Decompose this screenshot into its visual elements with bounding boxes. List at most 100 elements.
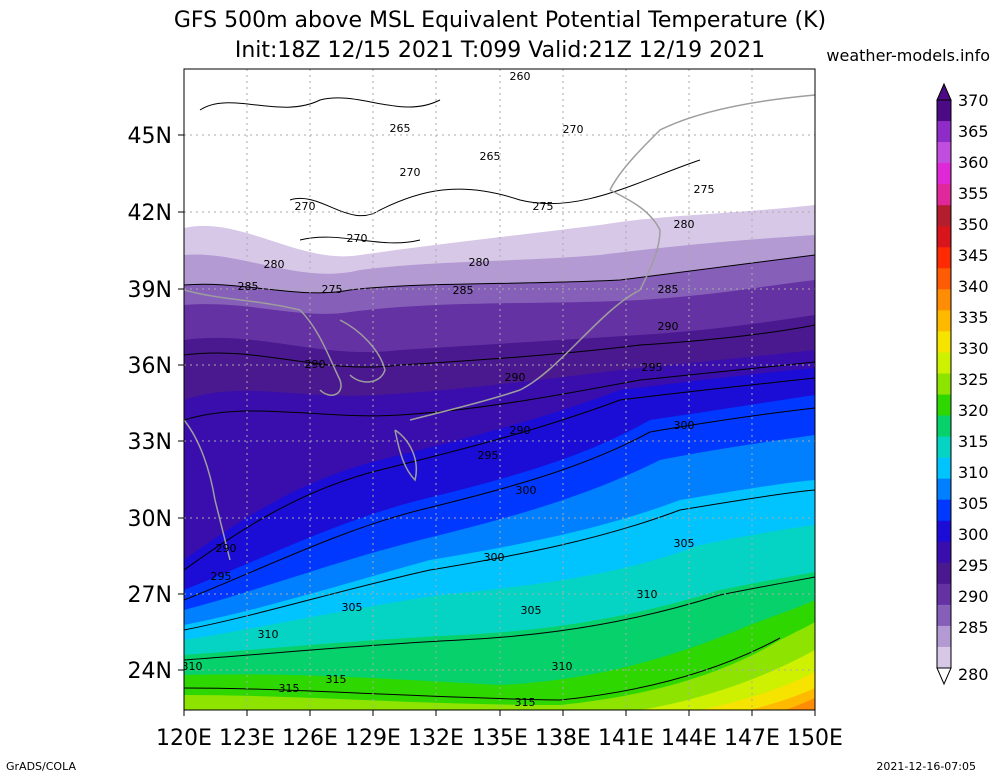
colorbar-swatch <box>937 436 951 459</box>
lon-label: 138E <box>535 726 591 751</box>
contour-label: 280 <box>674 218 695 231</box>
lon-label: 126E <box>282 726 338 751</box>
colorbar-label: 340 <box>958 277 989 296</box>
colorbar-swatch <box>937 226 951 248</box>
colorbar-swatch <box>937 478 951 501</box>
contour-label: 290 <box>305 358 326 371</box>
colorbar-swatch <box>937 121 951 143</box>
colorbar-label: 280 <box>958 665 989 684</box>
contour-label: 285 <box>453 284 474 297</box>
colorbar: 370 365 360 355 350 345 340 335 330 325 … <box>936 82 989 686</box>
contour-label: 275 <box>694 183 715 196</box>
lat-label: 39N <box>128 278 172 303</box>
contour-label: 270 <box>400 166 421 179</box>
colorbar-swatch <box>937 562 951 585</box>
axis-ticks <box>178 134 816 716</box>
contour-label: 280 <box>469 256 490 269</box>
lon-label: 150E <box>787 726 843 751</box>
contour-label: 310 <box>637 588 658 601</box>
colorbar-swatch <box>937 394 951 417</box>
colorbar-swatch <box>937 310 951 332</box>
site-credit: weather-models.info <box>826 46 990 65</box>
contour-label: 290 <box>505 371 526 384</box>
colorbar-label: 365 <box>958 122 989 141</box>
contour-label: 295 <box>478 449 499 462</box>
colorbar-label: 360 <box>958 153 989 172</box>
contour-label: 295 <box>642 361 663 374</box>
colorbar-swatch <box>937 163 951 185</box>
lat-label: 33N <box>128 430 172 455</box>
colorbar-label: 310 <box>958 463 989 482</box>
colorbar-swatch <box>937 646 951 669</box>
colorbar-top-arrow <box>936 82 952 101</box>
colorbar-swatch <box>937 499 951 522</box>
colorbar-swatch <box>937 457 951 480</box>
colorbar-label: 325 <box>958 370 989 389</box>
colorbar-bottom-arrow <box>936 667 952 686</box>
lat-label: 30N <box>128 507 172 532</box>
contour-label: 280 <box>264 258 285 271</box>
contour-label: 315 <box>326 673 347 686</box>
lon-label: 120E <box>156 726 212 751</box>
contour-label: 310 <box>552 660 573 673</box>
colorbar-swatch <box>937 541 951 564</box>
colorbar-label: 350 <box>958 215 989 234</box>
colorbar-swatch <box>937 604 951 627</box>
colorbar-swatch <box>937 184 951 206</box>
colorbar-swatch <box>937 415 951 438</box>
colorbar-label: 320 <box>958 401 989 420</box>
lat-label: 42N <box>128 201 172 226</box>
colorbar-label: 290 <box>958 587 989 606</box>
contour-label: 305 <box>674 537 695 550</box>
lon-label: 123E <box>219 726 275 751</box>
contour-label: 300 <box>516 484 537 497</box>
contour-label: 285 <box>238 280 259 293</box>
lon-label: 132E <box>408 726 464 751</box>
contour-label: 265 <box>390 122 411 135</box>
contour-label: 295 <box>211 570 232 583</box>
colorbar-label: 330 <box>958 339 989 358</box>
lat-label: 24N <box>128 659 172 684</box>
contour-label: 305 <box>521 604 542 617</box>
theta-e-field: 260 265 265 270 270 270 270 275 275 275 … <box>182 69 815 710</box>
colorbar-swatch <box>937 520 951 543</box>
colorbar-swatch <box>937 268 951 290</box>
contour-label: 265 <box>480 150 501 163</box>
colorbar-swatch <box>937 289 951 311</box>
colorbar-label: 315 <box>958 432 989 451</box>
lon-label: 147E <box>724 726 780 751</box>
contour-label: 270 <box>563 123 584 136</box>
colorbar-swatch <box>937 625 951 648</box>
contour-label: 260 <box>510 70 531 83</box>
contour-label: 290 <box>658 320 679 333</box>
colorbar-label: 355 <box>958 184 989 203</box>
colorbar-swatch <box>937 331 951 353</box>
contour-label: 275 <box>533 200 554 213</box>
lat-label: 27N <box>128 583 172 608</box>
contour-label: 285 <box>658 283 679 296</box>
colorbar-label: 335 <box>958 308 989 327</box>
colorbar-label: 295 <box>958 556 989 575</box>
lon-label: 141E <box>598 726 654 751</box>
colorbar-swatch <box>937 373 951 396</box>
lon-label: 144E <box>661 726 717 751</box>
colorbar-swatch <box>937 583 951 606</box>
contour-label: 315 <box>279 682 300 695</box>
contour-label: 305 <box>342 601 363 614</box>
colorbar-swatch <box>937 100 951 122</box>
map-subtitle: Init:18Z 12/15 2021 T:099 Valid:21Z 12/1… <box>234 38 766 63</box>
footer-software: GrADS/COLA <box>6 760 76 773</box>
contour-label: 275 <box>322 283 343 296</box>
colorbar-label: 285 <box>958 618 989 637</box>
colorbar-swatch <box>937 352 951 374</box>
colorbar-swatch <box>937 247 951 269</box>
colorbar-label: 305 <box>958 494 989 513</box>
map-title: GFS 500m above MSL Equivalent Potential … <box>173 8 827 33</box>
lon-label: 135E <box>472 726 528 751</box>
colorbar-label: 370 <box>958 91 989 110</box>
contour-label: 290 <box>510 424 531 437</box>
contour-label: 315 <box>515 696 536 709</box>
contour-label: 310 <box>182 660 203 673</box>
colorbar-swatch <box>937 142 951 164</box>
